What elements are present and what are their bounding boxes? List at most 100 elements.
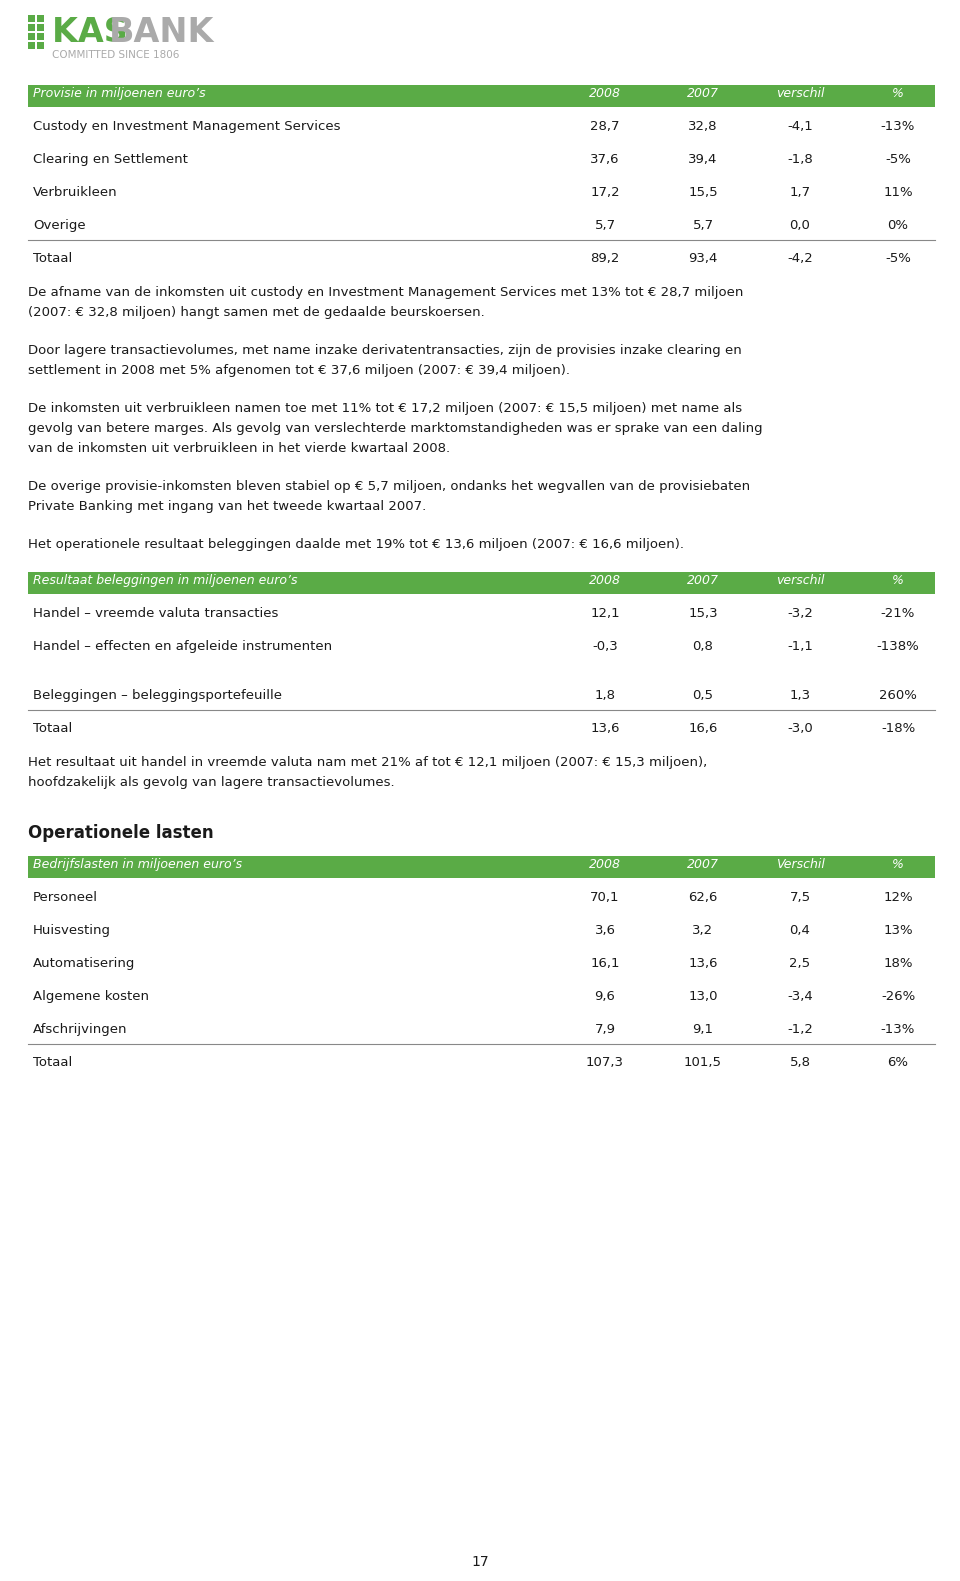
- Text: 15,3: 15,3: [688, 607, 718, 620]
- Text: 6%: 6%: [887, 1056, 908, 1069]
- Text: 13%: 13%: [883, 923, 913, 938]
- Text: -26%: -26%: [881, 990, 915, 1002]
- Text: -13%: -13%: [881, 120, 915, 133]
- Text: Huisvesting: Huisvesting: [33, 923, 111, 938]
- Bar: [28, 43, 35, 49]
- Text: Beleggingen – beleggingsportefeuille: Beleggingen – beleggingsportefeuille: [33, 689, 282, 702]
- Text: Provisie in miljoenen euro’s: Provisie in miljoenen euro’s: [33, 87, 205, 100]
- Text: %: %: [892, 87, 904, 100]
- Text: 2007: 2007: [687, 87, 719, 100]
- Text: settlement in 2008 met 5% afgenomen tot € 37,6 miljoen (2007: € 39,4 miljoen).: settlement in 2008 met 5% afgenomen tot …: [28, 364, 570, 376]
- Text: 7,5: 7,5: [789, 892, 810, 904]
- Text: 3,6: 3,6: [594, 923, 615, 938]
- Text: Operationele lasten: Operationele lasten: [28, 824, 214, 843]
- Text: 5,7: 5,7: [594, 220, 615, 232]
- Text: Handel – vreemde valuta transacties: Handel – vreemde valuta transacties: [33, 607, 278, 620]
- Text: 1,3: 1,3: [789, 689, 810, 702]
- Text: 260%: 260%: [879, 689, 917, 702]
- Text: 7,9: 7,9: [594, 1023, 615, 1036]
- Text: 2007: 2007: [687, 858, 719, 871]
- Text: 39,4: 39,4: [688, 153, 718, 166]
- Text: 2,5: 2,5: [789, 957, 810, 971]
- Text: 0,8: 0,8: [692, 640, 713, 653]
- Text: Automatisering: Automatisering: [33, 957, 135, 971]
- Text: 12,1: 12,1: [590, 607, 620, 620]
- Text: Het operationele resultaat beleggingen daalde met 19% tot € 13,6 miljoen (2007: : Het operationele resultaat beleggingen d…: [28, 538, 684, 552]
- Text: 3,2: 3,2: [692, 923, 713, 938]
- Text: -3,2: -3,2: [787, 607, 813, 620]
- Text: verschil: verschil: [776, 87, 825, 100]
- Text: De inkomsten uit verbruikleen namen toe met 11% tot € 17,2 miljoen (2007: € 15,5: De inkomsten uit verbruikleen namen toe …: [28, 402, 742, 414]
- Bar: [28, 572, 935, 594]
- Text: -1,2: -1,2: [787, 1023, 813, 1036]
- Text: -138%: -138%: [876, 640, 920, 653]
- Text: -21%: -21%: [881, 607, 915, 620]
- Text: 93,4: 93,4: [688, 251, 718, 266]
- Text: 15,5: 15,5: [688, 187, 718, 199]
- Text: 13,0: 13,0: [688, 990, 718, 1002]
- Text: 18%: 18%: [883, 957, 913, 971]
- Text: Private Banking met ingang van het tweede kwartaal 2007.: Private Banking met ingang van het tweed…: [28, 500, 426, 512]
- Text: Totaal: Totaal: [33, 251, 72, 266]
- Text: gevolg van betere marges. Als gevolg van verslechterde marktomstandigheden was e: gevolg van betere marges. Als gevolg van…: [28, 422, 762, 435]
- Bar: [37, 33, 44, 40]
- Text: %: %: [892, 574, 904, 587]
- Bar: [28, 33, 35, 40]
- Text: 0,5: 0,5: [692, 689, 713, 702]
- Text: 0,0: 0,0: [789, 220, 810, 232]
- Text: Resultaat beleggingen in miljoenen euro’s: Resultaat beleggingen in miljoenen euro’…: [33, 574, 298, 587]
- Text: 1,7: 1,7: [789, 187, 810, 199]
- Text: Clearing en Settlement: Clearing en Settlement: [33, 153, 188, 166]
- Text: 28,7: 28,7: [590, 120, 620, 133]
- Text: 11%: 11%: [883, 187, 913, 199]
- Text: Het resultaat uit handel in vreemde valuta nam met 21% af tot € 12,1 miljoen (20: Het resultaat uit handel in vreemde valu…: [28, 756, 708, 768]
- Text: -5%: -5%: [885, 153, 911, 166]
- Text: 0,4: 0,4: [789, 923, 810, 938]
- Text: 1,8: 1,8: [594, 689, 615, 702]
- Text: 13,6: 13,6: [590, 723, 620, 735]
- Text: Overige: Overige: [33, 220, 85, 232]
- Text: -0,3: -0,3: [592, 640, 618, 653]
- Text: Custody en Investment Management Services: Custody en Investment Management Service…: [33, 120, 341, 133]
- Text: Totaal: Totaal: [33, 723, 72, 735]
- Text: -4,1: -4,1: [787, 120, 813, 133]
- Text: 89,2: 89,2: [590, 251, 620, 266]
- Bar: [37, 14, 44, 22]
- Text: -4,2: -4,2: [787, 251, 813, 266]
- Text: 2008: 2008: [589, 574, 621, 587]
- Text: 5,7: 5,7: [692, 220, 713, 232]
- Text: 17,2: 17,2: [590, 187, 620, 199]
- Text: 2008: 2008: [589, 858, 621, 871]
- Text: -13%: -13%: [881, 1023, 915, 1036]
- Text: 62,6: 62,6: [688, 892, 718, 904]
- Text: 5,8: 5,8: [789, 1056, 810, 1069]
- Text: 16,1: 16,1: [590, 957, 620, 971]
- Text: 32,8: 32,8: [688, 120, 718, 133]
- Bar: [28, 14, 35, 22]
- Text: 101,5: 101,5: [684, 1056, 722, 1069]
- Text: 16,6: 16,6: [688, 723, 718, 735]
- Text: verschil: verschil: [776, 574, 825, 587]
- Text: Verschil: Verschil: [776, 858, 825, 871]
- Bar: [28, 24, 35, 32]
- Bar: [37, 24, 44, 32]
- Text: -1,8: -1,8: [787, 153, 813, 166]
- Text: 17: 17: [471, 1556, 489, 1568]
- Text: Door lagere transactievolumes, met name inzake derivatentransacties, zijn de pro: Door lagere transactievolumes, met name …: [28, 345, 742, 357]
- Text: 37,6: 37,6: [590, 153, 620, 166]
- Text: Personeel: Personeel: [33, 892, 98, 904]
- Text: -1,1: -1,1: [787, 640, 813, 653]
- Text: -5%: -5%: [885, 251, 911, 266]
- Text: De overige provisie-inkomsten bleven stabiel op € 5,7 miljoen, ondanks het wegva: De overige provisie-inkomsten bleven sta…: [28, 481, 750, 493]
- Text: Afschrijvingen: Afschrijvingen: [33, 1023, 128, 1036]
- Text: 107,3: 107,3: [586, 1056, 624, 1069]
- Text: De afname van de inkomsten uit custody en Investment Management Services met 13%: De afname van de inkomsten uit custody e…: [28, 286, 743, 299]
- Text: Algemene kosten: Algemene kosten: [33, 990, 149, 1002]
- Text: COMMITTED SINCE 1806: COMMITTED SINCE 1806: [52, 51, 180, 60]
- Text: Handel – effecten en afgeleide instrumenten: Handel – effecten en afgeleide instrumen…: [33, 640, 332, 653]
- Text: Bedrijfslasten in miljoenen euro’s: Bedrijfslasten in miljoenen euro’s: [33, 858, 242, 871]
- Text: 2008: 2008: [589, 87, 621, 100]
- Text: Totaal: Totaal: [33, 1056, 72, 1069]
- Text: Verbruikleen: Verbruikleen: [33, 187, 118, 199]
- Text: -3,0: -3,0: [787, 723, 813, 735]
